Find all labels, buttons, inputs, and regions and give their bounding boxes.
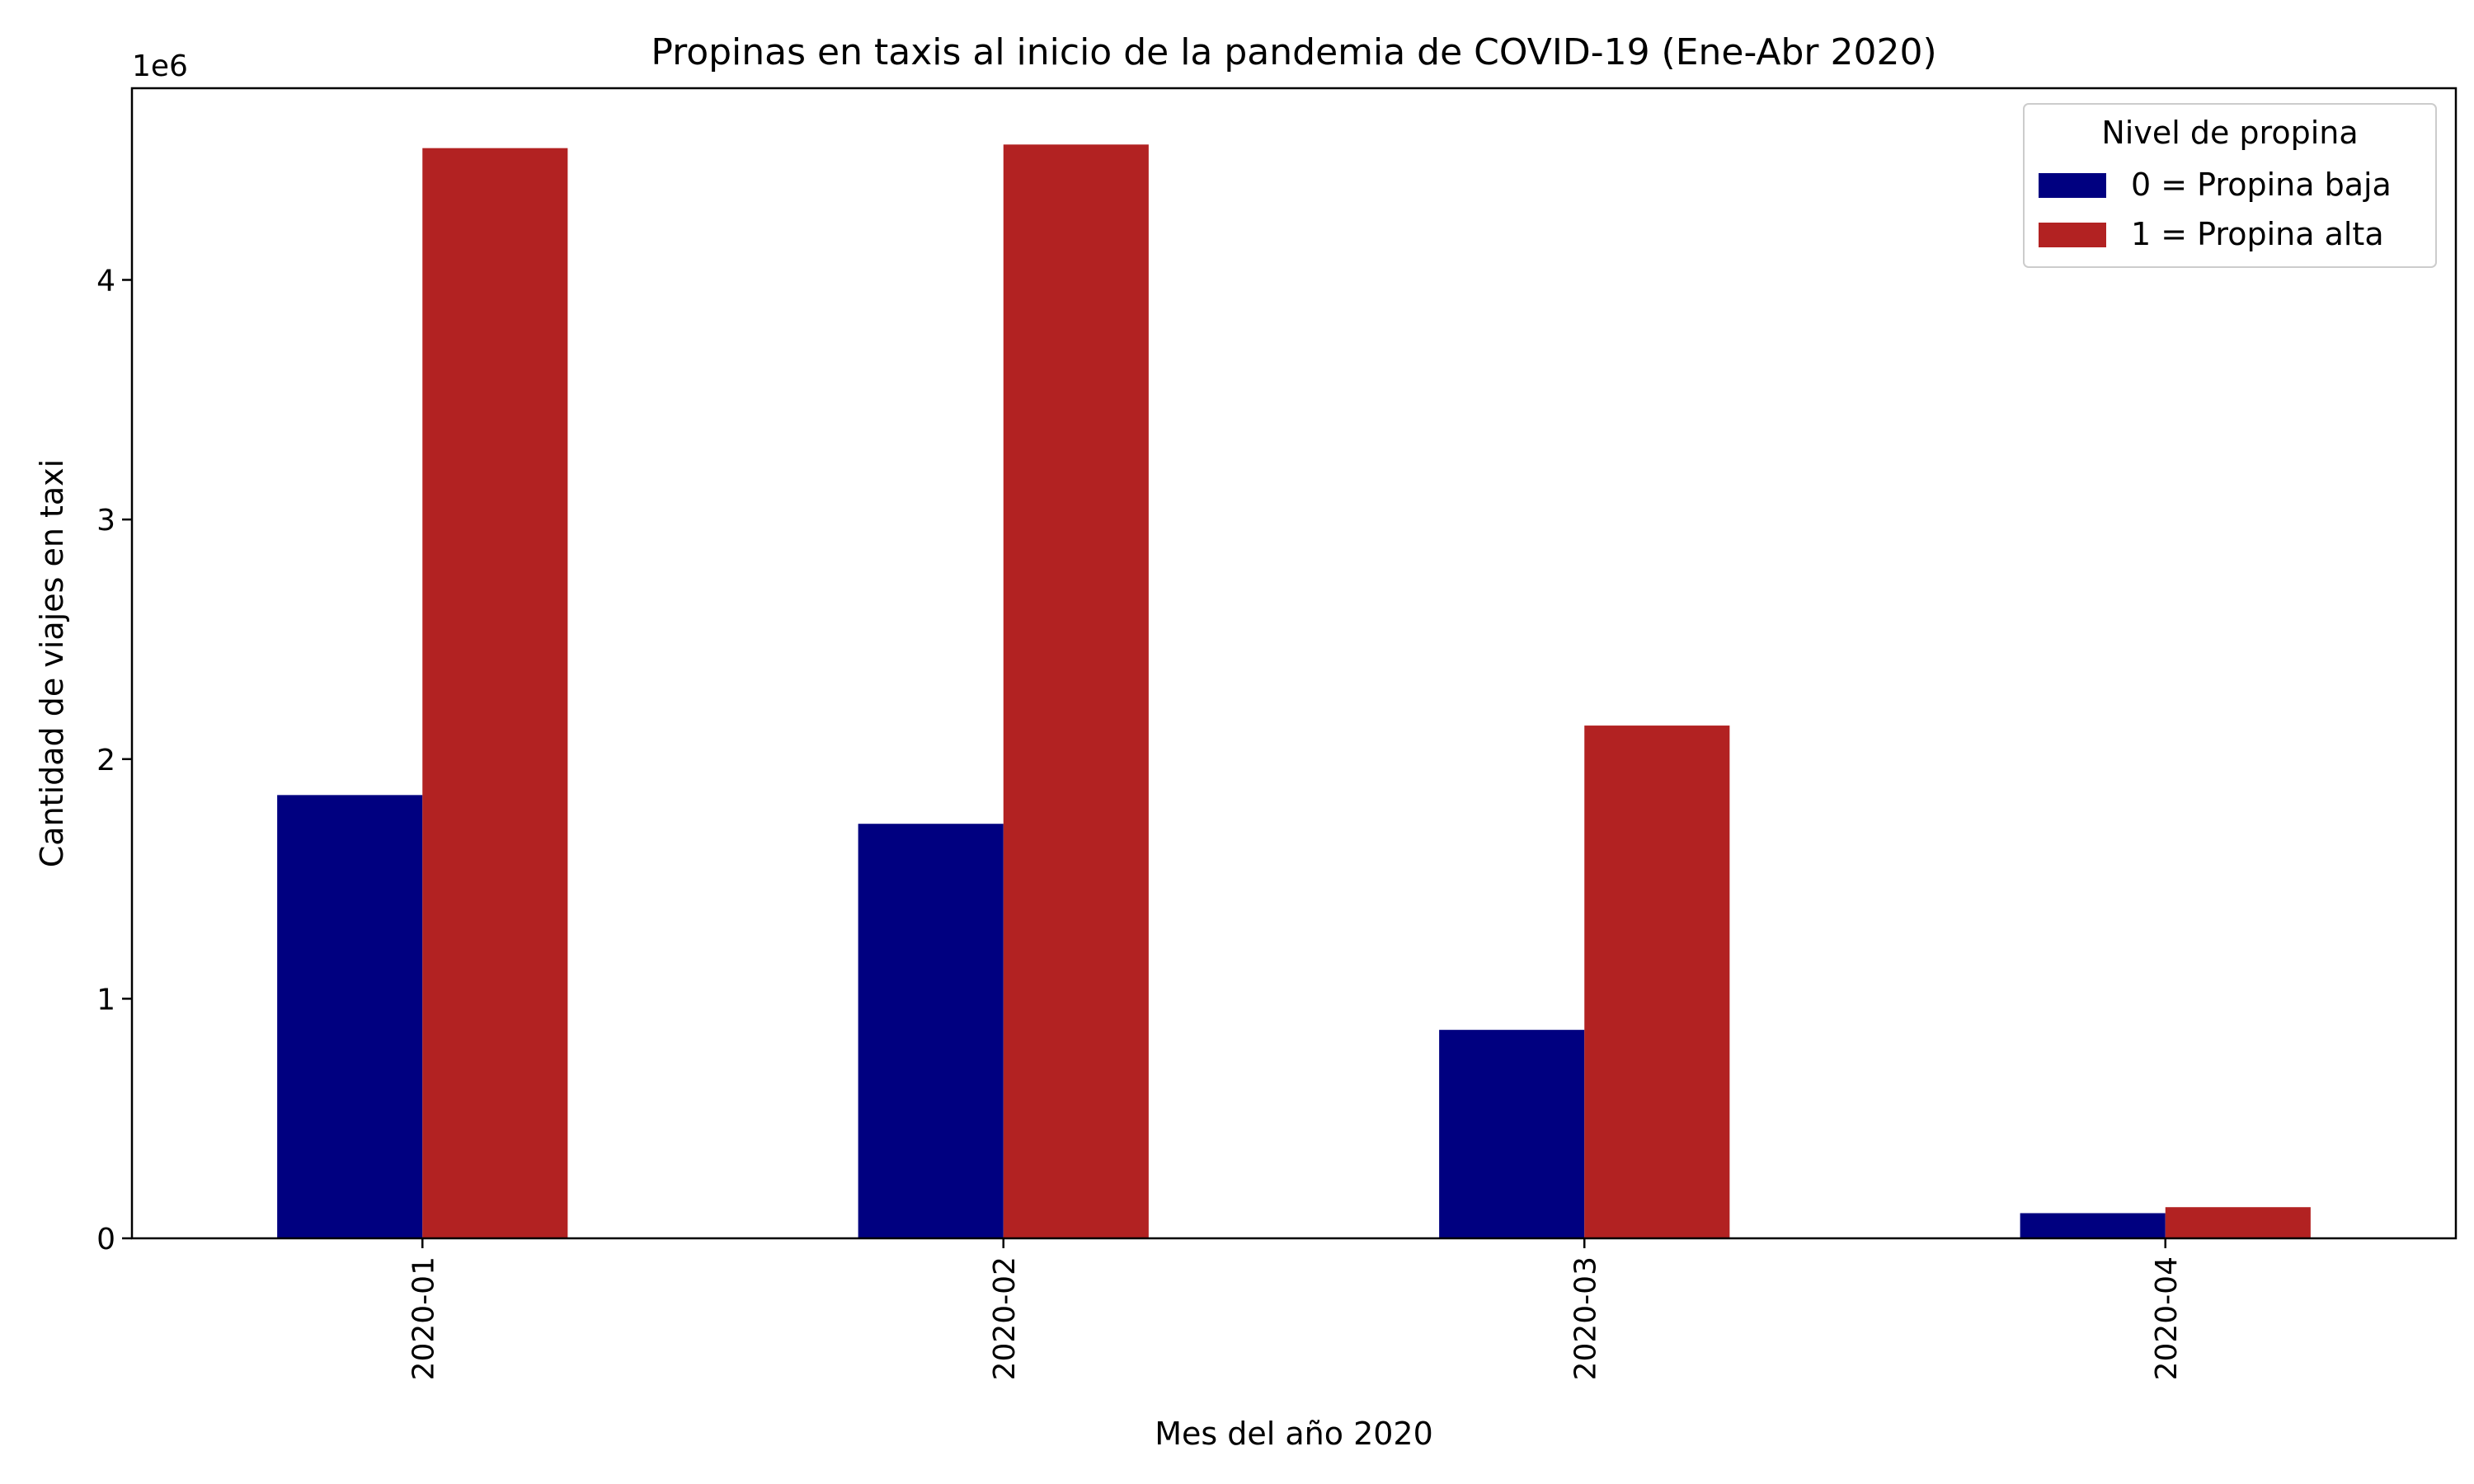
y-axis-label: Cantidad de viajes en taxi (34, 459, 70, 867)
bar-2020-03-series-0 (1439, 1030, 1585, 1238)
y-axis-offset-label: 1e6 (132, 49, 188, 83)
bar-2020-03-series-1 (1584, 726, 1730, 1238)
bar-2020-04-series-1 (2165, 1207, 2311, 1238)
y-tick-label: 3 (96, 504, 115, 538)
x-tick-label: 2020-02 (988, 1256, 1022, 1380)
legend-label-series-1: 1 = Propina alta (2131, 216, 2384, 252)
bar-2020-02-series-1 (1003, 144, 1149, 1238)
y-tick-label: 2 (96, 744, 115, 777)
x-tick-label: 2020-01 (407, 1256, 440, 1380)
bar-2020-02-series-0 (858, 824, 1004, 1238)
legend-title: Nivel de propina (2101, 115, 2358, 151)
y-tick-label: 4 (96, 265, 115, 298)
x-axis-label: Mes del año 2020 (1155, 1416, 1433, 1452)
chart-title: Propinas en taxis al inicio de la pandem… (651, 31, 1936, 73)
plot-frame (130, 87, 2458, 1240)
legend: Nivel de propina 0 = Propina baja 1 = Pro… (2023, 103, 2437, 268)
bar-2020-01-series-0 (277, 795, 423, 1238)
legend-swatch-series-1 (2039, 223, 2106, 247)
x-tick-label: 2020-03 (1569, 1256, 1602, 1380)
bar-2020-01-series-1 (422, 148, 568, 1238)
legend-label-series-0: 0 = Propina baja (2131, 167, 2392, 203)
y-tick-label: 0 (96, 1223, 115, 1256)
bar-2020-04-series-0 (2020, 1213, 2166, 1238)
legend-swatch-series-0 (2039, 173, 2106, 198)
x-tick-label: 2020-04 (2150, 1256, 2184, 1380)
legend-frame (2023, 103, 2437, 268)
y-tick-label: 1 (96, 983, 115, 1017)
bars-group (277, 144, 2311, 1238)
legend-items: 0 = Propina baja 1 = Propina alta (2039, 167, 2392, 252)
axes-group: 0 1 2 3 4 2020-01 2020-02 2020-03 2020-04 (96, 87, 2458, 1380)
